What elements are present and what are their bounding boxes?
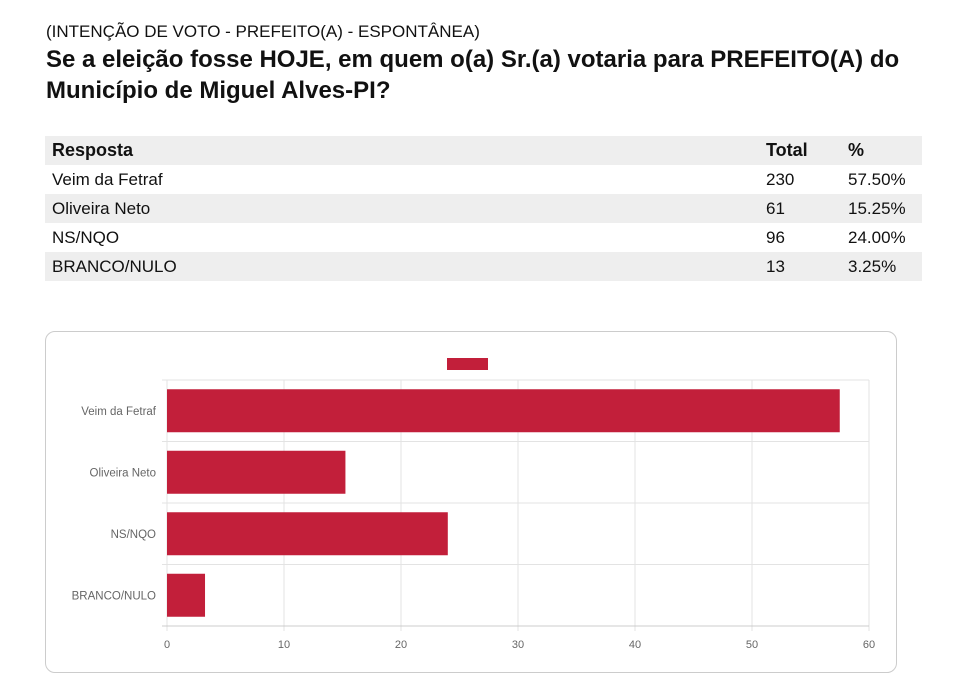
table-row: Oliveira Neto 61 15.25% (45, 194, 922, 223)
x-tick-label: 10 (278, 639, 290, 651)
table-row: NS/NQO 96 24.00% (45, 223, 922, 252)
y-tick-label: BRANCO/NULO (72, 590, 156, 602)
x-tick-label: 30 (512, 639, 524, 651)
table-row: BRANCO/NULO 13 3.25% (45, 252, 922, 281)
cell: 57.50% (848, 169, 906, 189)
table-row: Veim da Fetraf 230 57.50% (45, 165, 922, 194)
y-tick-label: Veim da Fetraf (81, 406, 157, 418)
bar (167, 389, 840, 433)
cell: 96 (766, 227, 785, 247)
x-tick-label: 50 (746, 639, 758, 651)
header-total: Total (766, 140, 808, 160)
y-tick-label: NS/NQO (111, 529, 156, 541)
cell: Veim da Fetraf (52, 169, 163, 189)
x-tick-label: 40 (629, 639, 641, 651)
cell: 13 (766, 256, 785, 276)
cell: 61 (766, 198, 785, 218)
bar (167, 512, 448, 556)
header-percent: % (848, 140, 865, 160)
cell: 24.00% (848, 227, 906, 247)
x-tick-label: 0 (164, 639, 170, 651)
cell: 230 (766, 169, 795, 189)
page-title: Se a eleição fosse HOJE, em quem o(a) Sr… (46, 46, 900, 104)
subtitle: (INTENÇÃO DE VOTO - PREFEITO(A) - ESPONT… (46, 22, 480, 41)
cell: Oliveira Neto (52, 198, 151, 218)
x-tick-label: 20 (395, 639, 407, 651)
bar (167, 573, 206, 617)
legend-swatch (447, 358, 488, 370)
cell: 3.25% (848, 256, 897, 276)
table-header: Resposta Total % (45, 136, 922, 165)
chart-card (45, 331, 897, 673)
header-resposta: Resposta (52, 140, 134, 160)
cell: NS/NQO (52, 227, 120, 247)
y-tick-label: Oliveira Neto (90, 467, 156, 479)
results-table: Resposta Total % Veim da Fetraf 230 57.50%… (45, 136, 922, 281)
cell: 15.25% (848, 198, 906, 218)
x-tick-label: 60 (863, 639, 875, 651)
bar (167, 450, 346, 494)
cell: BRANCO/NULO (52, 256, 177, 276)
